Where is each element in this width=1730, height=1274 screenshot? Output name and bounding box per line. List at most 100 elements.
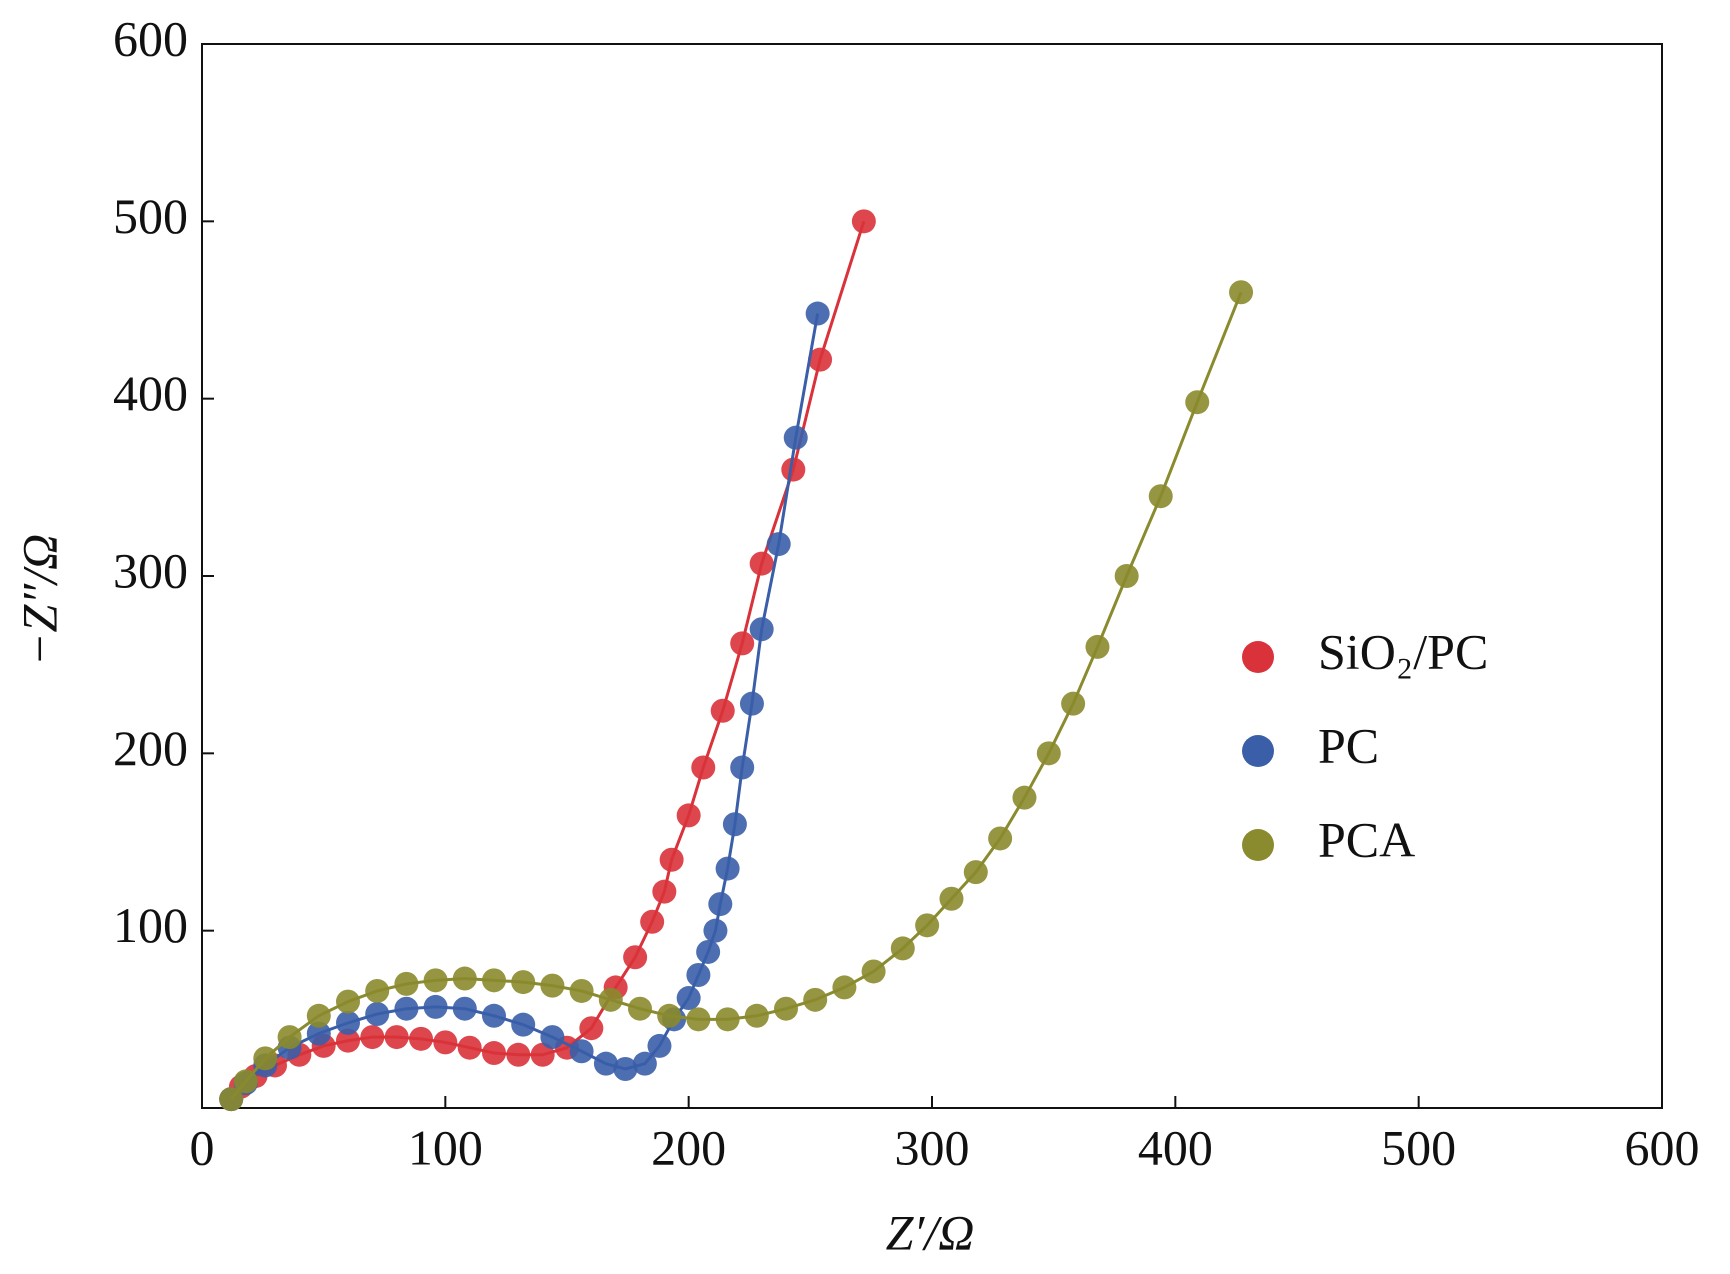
data-point bbox=[744, 1003, 769, 1028]
data-point bbox=[1012, 785, 1037, 810]
data-point bbox=[336, 1028, 360, 1053]
data-point bbox=[691, 755, 716, 780]
data-point bbox=[511, 970, 536, 995]
data-point bbox=[579, 1016, 604, 1041]
data-point bbox=[530, 1042, 555, 1067]
x-tick-label: 200 bbox=[651, 1119, 726, 1175]
data-point bbox=[1085, 634, 1110, 659]
data-point bbox=[861, 959, 886, 984]
legend-marker bbox=[1242, 829, 1274, 861]
data-point bbox=[253, 1046, 278, 1071]
legend-marker bbox=[1242, 735, 1274, 767]
data-point bbox=[1114, 564, 1139, 588]
data-point bbox=[365, 978, 390, 1003]
data-point bbox=[803, 987, 828, 1012]
x-tick-label: 600 bbox=[1625, 1119, 1700, 1175]
data-point bbox=[808, 347, 833, 372]
data-point bbox=[749, 551, 774, 576]
y-tick-label: 300 bbox=[113, 542, 188, 598]
data-point bbox=[696, 939, 721, 964]
data-point bbox=[1185, 390, 1210, 415]
series-line bbox=[230, 291, 1243, 1101]
data-point bbox=[832, 975, 857, 1000]
data-point bbox=[1036, 741, 1061, 766]
x-axis-label: Z′/Ω bbox=[886, 1204, 975, 1260]
data-point bbox=[915, 913, 940, 938]
data-point bbox=[613, 1056, 638, 1081]
data-point bbox=[739, 691, 764, 716]
data-point bbox=[686, 1007, 711, 1032]
data-point bbox=[805, 301, 830, 326]
x-tick-label: 400 bbox=[1138, 1119, 1213, 1175]
data-point bbox=[781, 457, 806, 482]
data-point bbox=[482, 968, 506, 993]
data-point bbox=[277, 1025, 302, 1050]
y-tick-label: 500 bbox=[113, 188, 188, 244]
data-point bbox=[394, 996, 419, 1021]
series-line bbox=[230, 220, 866, 1101]
data-point bbox=[506, 1042, 531, 1067]
data-point bbox=[452, 996, 477, 1021]
data-point bbox=[593, 1051, 618, 1076]
data-point bbox=[423, 968, 448, 993]
legend-marker bbox=[1242, 641, 1274, 673]
data-point bbox=[708, 892, 733, 917]
data-point bbox=[851, 209, 876, 234]
data-point bbox=[963, 860, 988, 885]
data-point bbox=[219, 1087, 244, 1112]
legend-label: PC bbox=[1318, 717, 1379, 773]
data-point bbox=[409, 1026, 433, 1051]
y-tick-label: 200 bbox=[113, 720, 188, 776]
legend-label: PCA bbox=[1318, 811, 1415, 867]
data-point bbox=[336, 989, 360, 1014]
data-point bbox=[306, 1021, 331, 1046]
data-point bbox=[628, 996, 652, 1021]
data-point bbox=[730, 755, 755, 780]
data-point bbox=[703, 918, 728, 943]
data-point bbox=[710, 698, 735, 723]
data-point bbox=[452, 966, 477, 991]
data-point bbox=[632, 1051, 657, 1076]
data-point bbox=[384, 1025, 409, 1050]
plot-frame bbox=[201, 43, 1663, 1109]
data-point bbox=[423, 994, 448, 1019]
data-point bbox=[715, 856, 740, 881]
data-point bbox=[540, 1025, 565, 1050]
data-point bbox=[988, 826, 1013, 851]
data-point bbox=[365, 1002, 390, 1027]
data-point bbox=[647, 1033, 672, 1058]
data-point bbox=[598, 987, 623, 1012]
data-point bbox=[569, 1039, 594, 1064]
data-point bbox=[482, 1003, 506, 1028]
data-point bbox=[657, 1003, 682, 1028]
legend-label: SiO₂/PC bbox=[1318, 623, 1488, 679]
data-point bbox=[1061, 691, 1086, 716]
y-tick-label: 100 bbox=[113, 897, 188, 953]
data-point bbox=[939, 886, 964, 911]
data-point bbox=[652, 879, 677, 904]
data-point bbox=[336, 1010, 360, 1035]
data-point bbox=[394, 971, 419, 996]
data-point bbox=[1148, 484, 1173, 509]
data-point bbox=[766, 532, 791, 557]
data-point bbox=[540, 973, 565, 998]
data-point bbox=[659, 847, 684, 872]
data-point bbox=[774, 996, 798, 1021]
y-axis-label: −Z″/Ω bbox=[11, 534, 67, 666]
data-point bbox=[457, 1035, 482, 1060]
data-point bbox=[715, 1007, 740, 1032]
data-point bbox=[511, 1012, 536, 1037]
x-tick-label: 0 bbox=[190, 1119, 215, 1175]
y-tick-label: 600 bbox=[113, 10, 188, 66]
data-point bbox=[722, 812, 747, 837]
x-tick-label: 500 bbox=[1381, 1119, 1456, 1175]
data-point bbox=[676, 803, 701, 828]
data-point bbox=[686, 963, 711, 987]
data-point bbox=[890, 936, 915, 961]
data-point bbox=[360, 1025, 385, 1050]
data-point bbox=[730, 631, 755, 656]
data-point bbox=[233, 1069, 258, 1094]
y-tick-label: 400 bbox=[113, 365, 188, 421]
x-tick-label: 100 bbox=[408, 1119, 483, 1175]
